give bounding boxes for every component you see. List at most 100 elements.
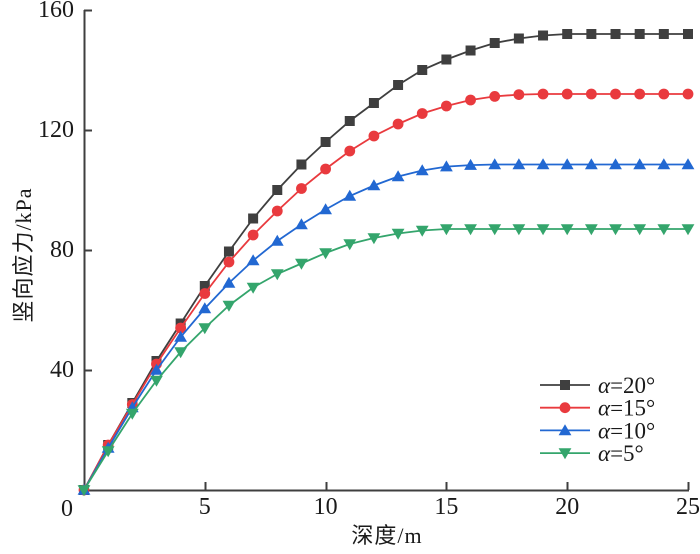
- series-marker-1: [465, 94, 476, 106]
- x-tick-label: 10: [314, 494, 338, 520]
- series-marker-1: [682, 88, 694, 100]
- series-marker-0: [562, 29, 573, 39]
- x-tick-label: 25: [676, 494, 700, 520]
- series-marker-3: [681, 224, 695, 236]
- series-marker-2: [657, 158, 671, 170]
- series-marker-2: [295, 218, 308, 230]
- x-axis-title: 深度/m: [351, 523, 423, 548]
- series-marker-0: [441, 54, 452, 65]
- series-marker-0: [296, 159, 307, 170]
- series-marker-1: [392, 118, 404, 130]
- origin-tick-label: 0: [61, 496, 73, 522]
- series-marker-0: [199, 281, 210, 291]
- legend-label-3: α=5°: [598, 441, 644, 466]
- series-marker-0: [320, 137, 331, 147]
- series-marker-0: [368, 98, 379, 108]
- series-marker-3: [198, 323, 212, 335]
- series-marker-0: [683, 29, 693, 39]
- series-marker-2: [560, 158, 574, 170]
- series-marker-2: [198, 302, 212, 314]
- x-tick-label: 15: [434, 494, 458, 520]
- series-line-2: [83, 163, 688, 491]
- y-axis-title: 竖向应力/kPa: [11, 187, 36, 323]
- series-marker-3: [536, 224, 550, 236]
- series-marker-3: [657, 224, 671, 236]
- series-marker-3: [295, 258, 308, 270]
- series-marker-0: [538, 30, 549, 41]
- series-marker-3: [101, 446, 115, 458]
- y-tick-label: 120: [38, 117, 74, 143]
- series-marker-1: [513, 89, 525, 100]
- series-marker-2: [584, 158, 598, 170]
- series-marker-3: [391, 228, 405, 240]
- series-marker-2: [270, 234, 284, 246]
- series-marker-2: [150, 363, 163, 375]
- series-marker-2: [488, 158, 502, 170]
- series-marker-3: [633, 224, 647, 236]
- series-marker-1: [634, 88, 646, 100]
- series-marker-2: [512, 158, 526, 170]
- y-tick-label: 40: [50, 357, 74, 383]
- series-marker-1: [610, 88, 621, 100]
- series-marker-3: [77, 485, 91, 497]
- series-marker-1: [416, 108, 428, 119]
- legend-label-0: α=20°: [598, 373, 655, 398]
- series-marker-2: [415, 164, 429, 176]
- series-marker-2: [391, 170, 405, 182]
- series-marker-3: [222, 300, 236, 312]
- series-marker-0: [344, 116, 355, 126]
- series-marker-2: [633, 158, 647, 170]
- series-marker-0: [223, 246, 234, 257]
- legend-marker-2: [558, 424, 572, 436]
- series-marker-3: [584, 224, 598, 236]
- series-marker-3: [270, 269, 284, 281]
- series-marker-3: [367, 233, 381, 245]
- series-marker-1: [658, 88, 670, 100]
- series-marker-2: [174, 330, 188, 342]
- series-marker-3: [246, 282, 260, 294]
- series-marker-2: [681, 158, 695, 170]
- series-marker-3: [488, 224, 502, 236]
- series-marker-2: [343, 189, 357, 201]
- series-marker-3: [150, 375, 163, 387]
- series-marker-0: [417, 65, 428, 75]
- series-marker-1: [537, 88, 549, 100]
- series-marker-2: [319, 203, 332, 215]
- series-marker-0: [586, 29, 597, 39]
- series-marker-2: [246, 254, 260, 266]
- legend-label-1: α=15°: [598, 395, 655, 420]
- legend-marker-0: [560, 380, 570, 390]
- series-marker-3: [609, 224, 622, 236]
- series-marker-0: [248, 213, 259, 224]
- series-marker-0: [272, 185, 283, 195]
- series-marker-0: [489, 38, 500, 48]
- series-marker-2: [464, 158, 477, 170]
- series-marker-1: [296, 183, 307, 194]
- series-marker-1: [344, 145, 356, 157]
- series-marker-2: [440, 160, 453, 172]
- series-marker-1: [175, 322, 187, 334]
- series-marker-2: [222, 276, 236, 288]
- series-marker-1: [489, 91, 501, 102]
- legend-marker-3: [558, 448, 572, 460]
- series-marker-0: [658, 29, 669, 39]
- series-marker-3: [512, 224, 526, 236]
- series-marker-3: [560, 224, 574, 236]
- series-marker-1: [271, 205, 283, 217]
- series-marker-1: [199, 288, 211, 299]
- y-tick-label: 160: [38, 0, 74, 23]
- series-marker-3: [319, 248, 332, 260]
- series-marker-0: [513, 33, 524, 44]
- series-marker-1: [223, 256, 235, 268]
- legend-marker-1: [559, 402, 571, 414]
- x-tick-label: 5: [199, 494, 211, 520]
- series-marker-3: [125, 408, 139, 420]
- series-marker-1: [247, 229, 259, 241]
- legend-label-2: α=10°: [598, 418, 655, 443]
- series-marker-3: [174, 347, 188, 359]
- series-marker-1: [585, 88, 597, 100]
- series-marker-1: [561, 88, 573, 100]
- series-marker-0: [393, 80, 404, 90]
